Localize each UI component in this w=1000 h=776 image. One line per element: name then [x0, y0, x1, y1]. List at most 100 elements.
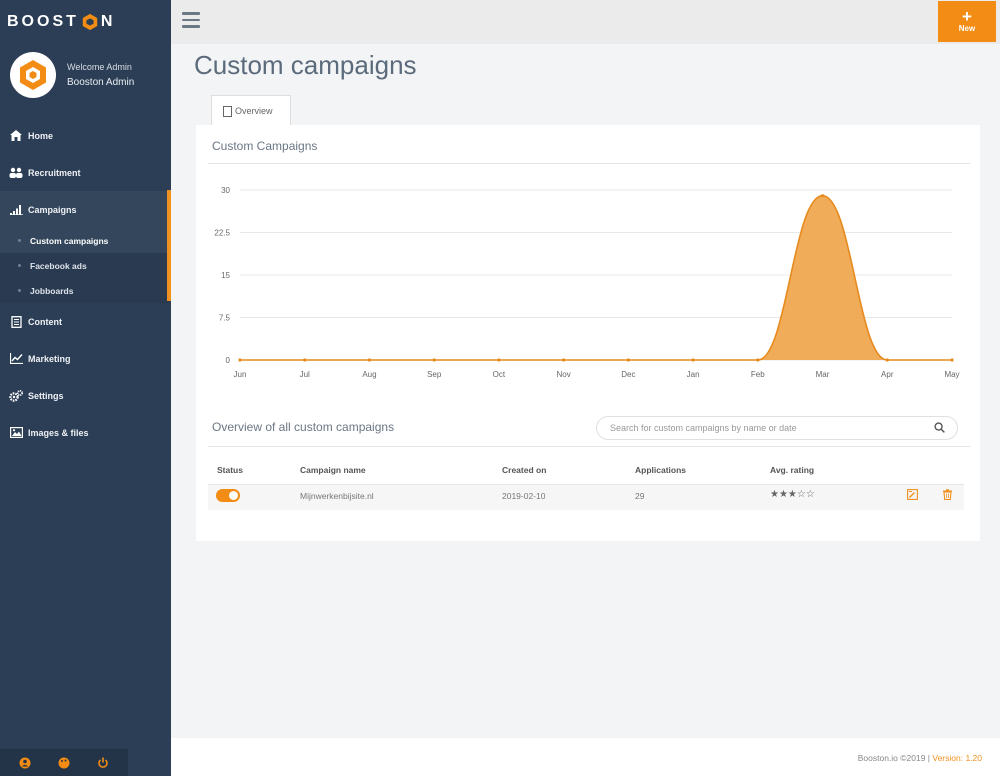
x-tick-label: May [944, 370, 959, 379]
x-tick-label: Sep [427, 370, 442, 379]
nav-label: Campaigns [28, 204, 77, 215]
x-tick-label: Oct [493, 370, 506, 379]
sidebar: BOOST N Welcome Admin Booston Admin Home… [0, 0, 171, 776]
page-title: Custom campaigns [194, 50, 417, 80]
overview-title: Overview of all custom campaigns [212, 420, 395, 434]
sub-item-jobboards[interactable]: Jobboards [0, 278, 171, 303]
nav-label: Recruitment [28, 167, 81, 178]
data-point[interactable] [691, 358, 695, 362]
sub-item-label: Facebook ads [30, 260, 87, 271]
campaign-name-cell[interactable]: Mijnwerkenbijsite.nl [300, 491, 374, 501]
column-header-status[interactable]: Status [217, 465, 243, 475]
palette-icon[interactable] [58, 757, 70, 769]
data-point[interactable] [562, 358, 566, 362]
x-tick-label: Mar [816, 370, 830, 379]
divider [208, 163, 970, 164]
nav-item-marketing[interactable]: Marketing [0, 340, 171, 377]
users-icon [9, 167, 23, 179]
sub-item-label: Jobboards [30, 285, 74, 296]
column-header-avg-rating[interactable]: Avg. rating [770, 465, 815, 475]
logo-hex-icon [82, 13, 98, 31]
tab-label: Overview [235, 106, 273, 116]
user-profile: Welcome Admin Booston Admin [0, 44, 171, 106]
edit-icon[interactable] [907, 489, 918, 500]
signal-icon [9, 204, 23, 216]
logo[interactable]: BOOST N [0, 0, 171, 44]
bullet-icon [18, 264, 21, 267]
x-tick-label: Dec [621, 370, 635, 379]
nav-item-recruitment[interactable]: Recruitment [0, 154, 171, 191]
column-header-campaign-name[interactable]: Campaign name [300, 465, 366, 475]
campaigns-submenu: Custom campaigns Facebook ads Jobboards [0, 228, 171, 303]
nav-label: Marketing [28, 353, 71, 364]
copyright-text: Booston.io ©2019 | [857, 753, 933, 763]
search-input[interactable]: Search for custom campaigns by name or d… [596, 416, 958, 440]
booston-logo-icon [20, 60, 46, 90]
user-circle-icon[interactable] [19, 757, 31, 769]
logo-text-left: BOOST [7, 13, 79, 30]
data-point[interactable] [497, 358, 501, 362]
x-tick-label: Jun [234, 370, 247, 379]
applications-cell: 29 [635, 491, 645, 501]
bullet-icon [18, 289, 21, 292]
nav-item-settings[interactable]: Settings [0, 377, 171, 414]
data-point[interactable] [756, 358, 760, 362]
bullet-icon [18, 239, 21, 242]
sidebar-footer [0, 749, 128, 776]
data-point[interactable] [626, 358, 630, 362]
y-tick-label: 7.5 [219, 314, 231, 323]
area-chart: 0 7.5 15 22.5 30 Jun Jul Aug Sep Oct Nov Dec Jan Feb M… [214, 186, 959, 379]
logo-text-right: N [100, 13, 116, 30]
area-fill [240, 195, 952, 361]
nav-item-content[interactable]: Content [0, 303, 171, 340]
data-point[interactable] [238, 358, 242, 362]
y-tick-label: 15 [221, 271, 230, 280]
avatar[interactable] [10, 52, 56, 98]
nav-item-home[interactable]: Home [0, 117, 171, 154]
data-point[interactable] [820, 194, 825, 198]
new-button-label: New [958, 24, 976, 33]
document-icon [223, 105, 232, 117]
x-tick-label: Feb [751, 370, 765, 379]
status-toggle[interactable] [216, 489, 240, 502]
chart-title: Custom Campaigns [212, 139, 318, 153]
x-tick-label: Nov [557, 370, 571, 379]
x-tick-label: Apr [881, 370, 894, 379]
power-icon[interactable] [97, 757, 109, 769]
column-header-applications[interactable]: Applications [635, 465, 687, 475]
user-name: Booston Admin [67, 77, 135, 88]
y-tick-label: 0 [226, 356, 231, 365]
nav-item-images-files[interactable]: Images & files [0, 414, 171, 451]
toggle-knob [229, 491, 238, 500]
menu-toggle-icon[interactable] [182, 12, 200, 28]
image-icon [9, 427, 23, 439]
data-point[interactable] [367, 358, 372, 362]
welcome-text: Welcome Admin [67, 62, 132, 72]
divider [208, 446, 970, 447]
document-icon [9, 315, 23, 328]
sub-item-facebook-ads[interactable]: Facebook ads [0, 253, 171, 278]
x-tick-label: Jan [687, 370, 700, 379]
y-tick-label: 30 [221, 186, 230, 195]
new-button[interactable]: + New [938, 1, 996, 42]
top-bar: + New [171, 0, 1000, 44]
data-point[interactable] [303, 358, 307, 362]
sub-item-custom-campaigns[interactable]: Custom campaigns [0, 228, 171, 253]
created-on-cell: 2019-02-10 [502, 491, 546, 501]
nav-label: Images & files [28, 427, 89, 438]
data-point[interactable] [885, 358, 889, 362]
nav-item-campaigns[interactable]: Campaigns [0, 191, 171, 228]
nav-label: Home [28, 130, 54, 141]
search-placeholder: Search for custom campaigns by name or d… [610, 423, 797, 433]
search-icon[interactable] [934, 422, 945, 433]
trash-icon[interactable] [942, 489, 953, 500]
x-tick-label: Jul [300, 370, 310, 379]
sub-item-label: Custom campaigns [30, 235, 109, 246]
data-point[interactable] [950, 358, 954, 362]
campaign-chart: 0 7.5 15 22.5 30 Jun Jul Aug Sep Oct Nov Dec Jan Feb M… [208, 175, 968, 385]
plus-icon: + [962, 7, 972, 26]
column-header-created-on[interactable]: Created on [502, 465, 547, 475]
nav-label: Content [28, 316, 62, 327]
data-point[interactable] [432, 358, 436, 362]
tab-overview[interactable]: Overview [211, 95, 291, 126]
